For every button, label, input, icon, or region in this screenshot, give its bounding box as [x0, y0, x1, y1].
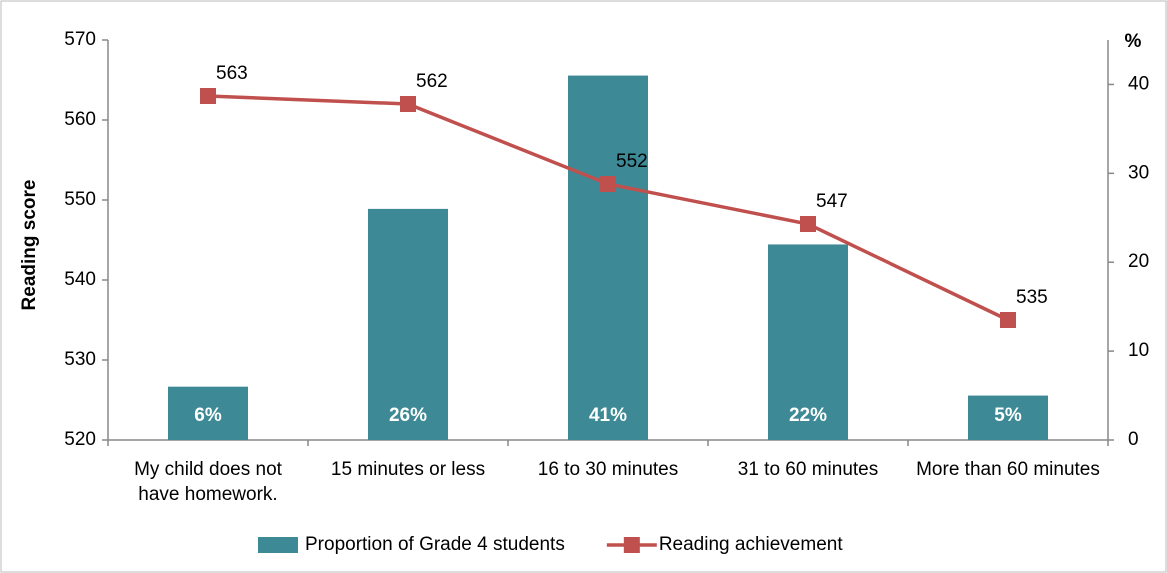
- bar: [168, 386, 248, 440]
- legend-label: Proportion of Grade 4 students: [305, 534, 565, 555]
- line-label: 535: [1016, 287, 1048, 308]
- y-tick-label: 570: [64, 29, 96, 50]
- bar-label: 22%: [789, 405, 827, 426]
- x-tick-label: 16 to 30 minutes: [537, 459, 679, 480]
- line-marker: [400, 96, 416, 112]
- legend-label: Reading achievement: [659, 534, 844, 555]
- line-label: 547: [816, 191, 848, 212]
- y2-tick-label: 30: [1128, 162, 1149, 183]
- legend-swatch: [258, 537, 298, 553]
- x-tick-label: More than 60 minutes: [916, 459, 1100, 480]
- line-label: 552: [616, 151, 648, 172]
- y2-tick-label: 10: [1128, 340, 1149, 361]
- y-tick-label: 530: [64, 349, 96, 370]
- line-marker: [800, 216, 816, 232]
- y-tick-label: 520: [64, 429, 96, 450]
- bar-label: 41%: [589, 405, 627, 426]
- line-label: 562: [416, 71, 448, 92]
- bar-label: 5%: [994, 405, 1022, 426]
- y2-axis-label: %: [1125, 31, 1142, 52]
- y-tick-label: 550: [64, 189, 96, 210]
- y2-tick-label: 40: [1128, 73, 1149, 94]
- bar: [368, 208, 448, 440]
- bar-label: 26%: [389, 405, 427, 426]
- y-axis-label: Reading score: [19, 180, 40, 311]
- bar: [968, 395, 1048, 440]
- y2-tick-label: 0: [1128, 429, 1139, 450]
- x-tick-label: 15 minutes or less: [330, 459, 486, 480]
- bar-label: 6%: [194, 405, 222, 426]
- y-tick-label: 560: [64, 109, 96, 130]
- line-marker: [200, 88, 216, 104]
- y-tick-label: 540: [64, 269, 96, 290]
- line-marker: [600, 176, 616, 192]
- line-marker: [1000, 312, 1016, 328]
- bar: [768, 244, 848, 440]
- x-tick-label: 31 to 60 minutes: [737, 459, 879, 480]
- y2-tick-label: 20: [1128, 251, 1149, 272]
- x-tick-label: My child does not have homework.: [134, 459, 282, 505]
- line-label: 563: [216, 63, 248, 84]
- bar: [568, 75, 648, 441]
- legend-swatch: [623, 537, 640, 553]
